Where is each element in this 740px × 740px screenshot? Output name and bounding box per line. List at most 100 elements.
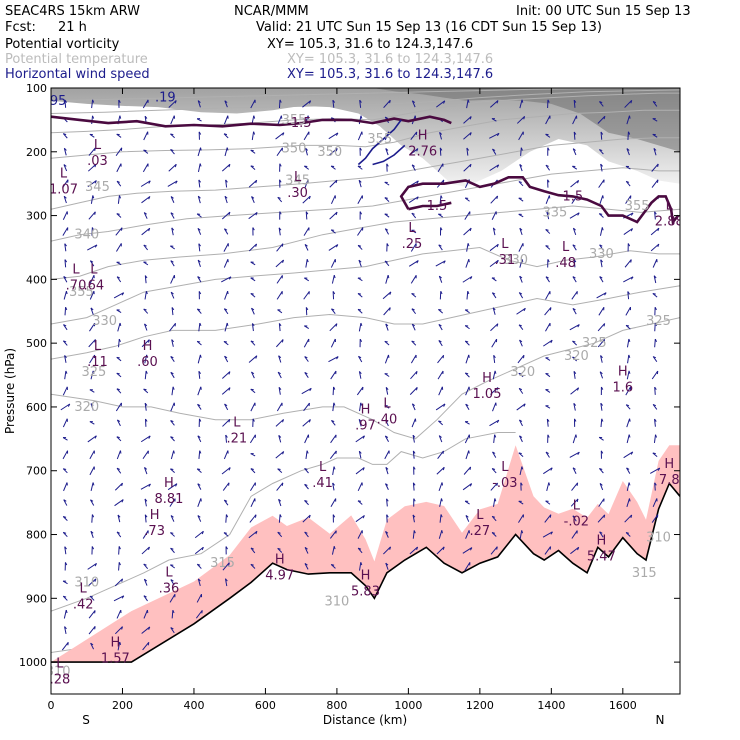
wind-arrow	[652, 498, 658, 508]
wind-arrow-head	[119, 322, 122, 327]
wind-arrow	[518, 388, 524, 394]
wind-arrow-head	[118, 338, 121, 343]
wind-arrow	[516, 403, 526, 411]
wind-arrow-head	[496, 100, 499, 104]
wind-arrow	[221, 163, 231, 172]
wind-arrow-head	[278, 498, 282, 502]
wind-arrow-head	[546, 418, 550, 422]
wind-arrow-head	[94, 339, 96, 343]
wind-arrow-head	[94, 180, 97, 184]
wind-arrow	[302, 100, 311, 108]
wind-arrow	[330, 434, 337, 444]
wind-arrow-head	[225, 434, 228, 438]
pv-extremum-value: .27	[470, 524, 491, 539]
wind-arrow-head	[118, 562, 121, 566]
wind-arrow-head	[654, 386, 657, 390]
wind-arrow-head	[412, 434, 416, 438]
wind-arrow	[63, 499, 68, 506]
wind-arrow-head	[278, 355, 282, 359]
wind-arrow	[304, 179, 309, 189]
wind-arrow	[438, 530, 443, 539]
wind-arrow	[489, 132, 500, 139]
wind-arrow	[117, 195, 120, 204]
wind-arrow	[544, 514, 552, 523]
pv-extremum-value: 1.57	[101, 652, 130, 667]
pv-extremum-marker: L	[294, 170, 302, 185]
wind-arrow	[545, 451, 550, 458]
terrain-mask	[51, 483, 680, 694]
wind-arrow-head	[575, 434, 577, 438]
wind-arrow	[383, 307, 391, 316]
wind-arrow	[355, 515, 365, 523]
wind-arrow-head	[572, 515, 576, 518]
wind-arrow-head	[468, 354, 470, 358]
wind-arrow	[62, 179, 69, 188]
wind-arrow-head	[492, 307, 496, 311]
wind-arrow-head	[279, 179, 282, 183]
wind-arrow-head	[654, 482, 657, 486]
wind-arrow	[141, 227, 151, 236]
wind-arrow	[62, 227, 69, 236]
wind-arrow	[113, 595, 125, 602]
wind-arrow-head	[64, 355, 67, 359]
wind-arrow-head	[144, 467, 148, 470]
wind-arrow-head	[496, 546, 498, 550]
wind-arrow-head	[653, 148, 657, 151]
wind-arrow-head	[225, 514, 229, 518]
wind-arrow-head	[385, 562, 389, 566]
theta-contour-label: 315	[210, 556, 235, 571]
wind-arrow-head	[255, 531, 258, 535]
wind-arrow	[654, 387, 656, 395]
wind-arrow-head	[545, 229, 549, 231]
wind-arrow	[91, 115, 94, 125]
wind-arrow	[116, 163, 122, 173]
wind-arrow	[278, 99, 281, 109]
wind-arrow-head	[389, 546, 392, 550]
wind-arrow	[492, 307, 496, 315]
wind-arrow-head	[228, 211, 231, 216]
wind-arrow	[142, 530, 149, 539]
wind-arrow	[302, 419, 311, 427]
wind-arrow-head	[412, 482, 416, 486]
wind-arrow-head	[198, 291, 202, 295]
wind-arrow	[358, 115, 362, 125]
wind-arrow	[358, 451, 362, 459]
wind-arrow	[251, 131, 255, 141]
wind-arrow	[87, 435, 97, 443]
wind-arrow	[278, 435, 282, 443]
wind-arrow-head	[519, 419, 523, 423]
wind-arrow-head	[626, 180, 630, 183]
wind-arrow-head	[652, 100, 657, 104]
wind-arrow-head	[251, 307, 255, 311]
wind-arrow	[197, 483, 202, 490]
wind-arrow	[571, 530, 578, 539]
wind-arrow	[600, 131, 603, 140]
wind-arrow-head	[384, 197, 388, 199]
wind-arrow	[437, 450, 444, 459]
wind-arrow-head	[170, 468, 174, 471]
wind-arrow	[141, 626, 151, 634]
wind-arrow	[114, 499, 124, 507]
wind-arrow	[492, 402, 497, 412]
wind-arrow-head	[468, 450, 470, 454]
wind-arrow-head	[223, 133, 228, 136]
wind-arrow	[623, 451, 633, 459]
y-tick-label: 200	[26, 146, 47, 159]
wind-arrow	[63, 609, 67, 619]
pv-extremum-marker: L	[94, 138, 102, 153]
wind-arrow	[224, 578, 228, 587]
wind-arrow-head	[545, 276, 549, 279]
wind-arrow-head	[304, 244, 308, 247]
theta-contour-label: 355	[69, 285, 94, 300]
wind-arrow	[624, 514, 633, 523]
wind-arrow-head	[224, 228, 228, 231]
wind-arrow-head	[625, 324, 630, 327]
wind-arrow-head	[601, 227, 604, 231]
wind-arrow-head	[358, 355, 362, 359]
wind-arrow	[170, 579, 175, 586]
theta-contour-line	[51, 167, 680, 242]
wind-arrow-head	[170, 420, 174, 423]
wind-arrow-head	[573, 370, 577, 374]
wind-arrow-head	[171, 339, 175, 343]
